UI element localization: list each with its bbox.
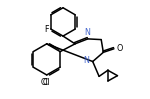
Text: F: F	[44, 25, 49, 34]
Text: Cl: Cl	[43, 79, 50, 88]
Text: N: N	[84, 28, 90, 37]
Text: O: O	[116, 44, 122, 53]
Text: N: N	[83, 56, 89, 65]
Text: Cl: Cl	[41, 79, 48, 88]
